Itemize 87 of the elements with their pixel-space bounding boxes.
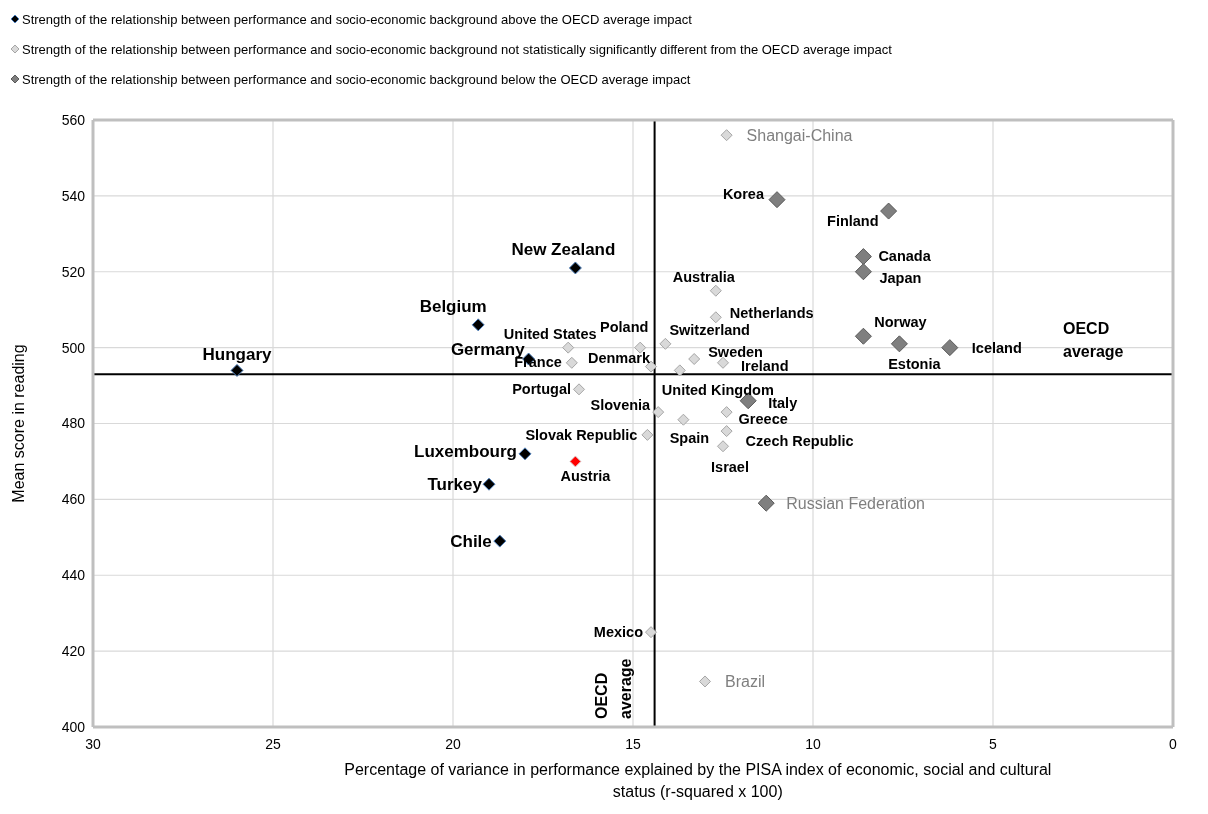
point bbox=[854, 263, 872, 281]
point bbox=[720, 129, 733, 142]
annotation: Switzerland bbox=[669, 321, 750, 338]
annotation: Mexico bbox=[593, 624, 644, 641]
annotation: Poland bbox=[600, 318, 649, 335]
point bbox=[890, 335, 908, 353]
x-tick-label: 10 bbox=[805, 735, 821, 752]
annotation: Portugal bbox=[512, 381, 571, 398]
ref-line-label: OECD average bbox=[592, 658, 634, 719]
legend-label: Strength of the relationship between performance and socio-economic background not statistically significantly different from the OECD average impact bbox=[22, 41, 892, 57]
point bbox=[880, 202, 898, 220]
point bbox=[518, 447, 532, 461]
point bbox=[573, 383, 585, 396]
y-tick-label: 520 bbox=[61, 263, 86, 280]
y-axis-title: Mean score in reading bbox=[10, 344, 27, 503]
y-tick-label: 440 bbox=[61, 567, 86, 584]
y-tick-label: 460 bbox=[61, 491, 86, 508]
point bbox=[688, 353, 701, 366]
annotation: Czech Republic bbox=[745, 433, 854, 450]
point bbox=[493, 534, 507, 548]
annotation: Israel bbox=[711, 459, 749, 476]
annotation: Chile bbox=[450, 531, 492, 551]
annotation: Austria bbox=[560, 468, 612, 485]
point bbox=[768, 191, 786, 209]
annotation: Denmark bbox=[587, 349, 651, 366]
x-tick-label: 25 bbox=[265, 735, 281, 752]
point bbox=[757, 494, 775, 512]
legend-label: Strength of the relationship between performance and socio-economic background above the OECD average impact bbox=[22, 11, 692, 27]
point bbox=[641, 428, 654, 441]
point bbox=[709, 311, 722, 324]
annotation: Korea bbox=[722, 185, 765, 202]
point bbox=[720, 406, 733, 419]
point bbox=[709, 284, 722, 297]
point bbox=[854, 327, 872, 345]
annotation: Spain bbox=[669, 429, 710, 446]
annotation: Hungary bbox=[202, 344, 273, 364]
y-tick-label: 480 bbox=[61, 415, 86, 432]
y-tick-label: 540 bbox=[61, 187, 86, 204]
x-tick-label: 30 bbox=[85, 735, 101, 752]
point bbox=[471, 318, 485, 332]
point bbox=[569, 455, 582, 468]
point bbox=[854, 248, 872, 266]
y-tick-label: 500 bbox=[61, 339, 86, 356]
annotation: Iceland bbox=[971, 339, 1022, 356]
point bbox=[230, 363, 244, 377]
annotation: Netherlands bbox=[729, 305, 814, 322]
point bbox=[699, 675, 711, 688]
annotation: New Zealand bbox=[511, 240, 616, 260]
y-tick-label: 420 bbox=[61, 643, 86, 660]
point bbox=[673, 364, 686, 377]
ref-line-label: OECD average bbox=[1063, 320, 1124, 361]
point bbox=[677, 413, 690, 426]
annotation: Russian Federation bbox=[786, 494, 925, 512]
point bbox=[717, 356, 729, 369]
point bbox=[568, 261, 582, 275]
point bbox=[941, 339, 959, 357]
annotation: Turkey bbox=[427, 474, 483, 494]
x-tick-label: 20 bbox=[445, 735, 461, 752]
annotation: Slovenia bbox=[590, 397, 652, 414]
annotation: Canada bbox=[878, 247, 932, 264]
point bbox=[565, 356, 578, 369]
x-axis-title: Percentage of variance in performance explained by the PISA index of economic, social and cultural status (r-squared x 100) bbox=[344, 761, 1052, 800]
point bbox=[659, 337, 672, 350]
y-tick-label: 400 bbox=[61, 718, 86, 735]
point bbox=[717, 440, 729, 453]
annotation: Finland bbox=[827, 213, 879, 230]
annotation: Brazil bbox=[725, 672, 766, 690]
annotation: Slovak Republic bbox=[525, 426, 638, 443]
x-tick-label: 5 bbox=[989, 735, 998, 752]
annotation: Belgium bbox=[419, 297, 487, 317]
y-tick-label: 560 bbox=[61, 111, 86, 128]
point bbox=[562, 341, 575, 354]
annotation: Estonia bbox=[888, 355, 942, 372]
annotation: Japan bbox=[879, 269, 922, 286]
x-tick-label: 0 bbox=[1169, 735, 1178, 752]
annotation: Australia bbox=[672, 268, 736, 285]
annotation: Shangai-China bbox=[746, 126, 853, 144]
point bbox=[645, 626, 657, 639]
point bbox=[482, 477, 496, 491]
legend-label: Strength of the relationship between performance and socio-economic background below the OECD average impact bbox=[22, 71, 691, 87]
annotation: Luxembourg bbox=[414, 442, 517, 462]
point bbox=[652, 406, 665, 419]
annotation: Norway bbox=[874, 314, 927, 331]
x-tick-label: 15 bbox=[625, 735, 641, 752]
annotation: Greece bbox=[738, 411, 788, 428]
point bbox=[720, 425, 733, 438]
annotation: United States bbox=[503, 325, 597, 342]
